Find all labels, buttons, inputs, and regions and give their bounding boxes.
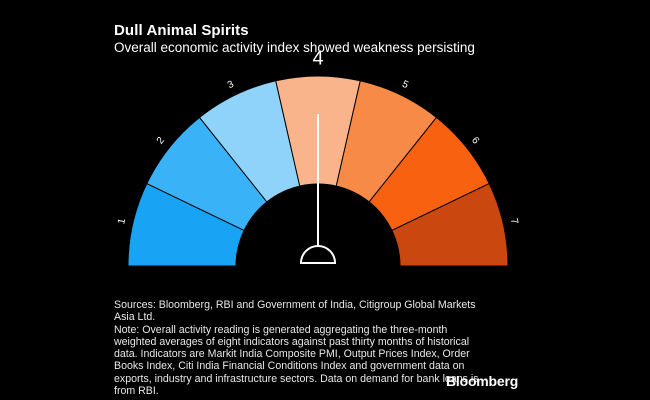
gauge-segment-7	[391, 182, 509, 267]
tick-label-3: 3	[226, 79, 236, 92]
chart-footnote: Sources: Bloomberg, RBI and Government o…	[114, 299, 484, 397]
tick-label-6: 6	[469, 135, 481, 147]
value-label: 4	[312, 47, 323, 69]
chart-subtitle: Overall economic activity index showed w…	[114, 40, 475, 55]
tick-label-2: 2	[155, 135, 167, 147]
gauge-needle-hub	[299, 245, 337, 264]
bloomberg-logo: Bloomberg	[446, 373, 519, 389]
chart-title: Dull Animal Spirits	[114, 22, 249, 39]
note-text: Note: Overall activity reading is genera…	[114, 323, 479, 398]
sources-text: Sources: Bloomberg, RBI and Government o…	[114, 299, 476, 324]
tick-label-7: 7	[508, 217, 520, 225]
tick-label-1: 1	[116, 217, 128, 225]
tick-label-5: 5	[400, 79, 410, 92]
